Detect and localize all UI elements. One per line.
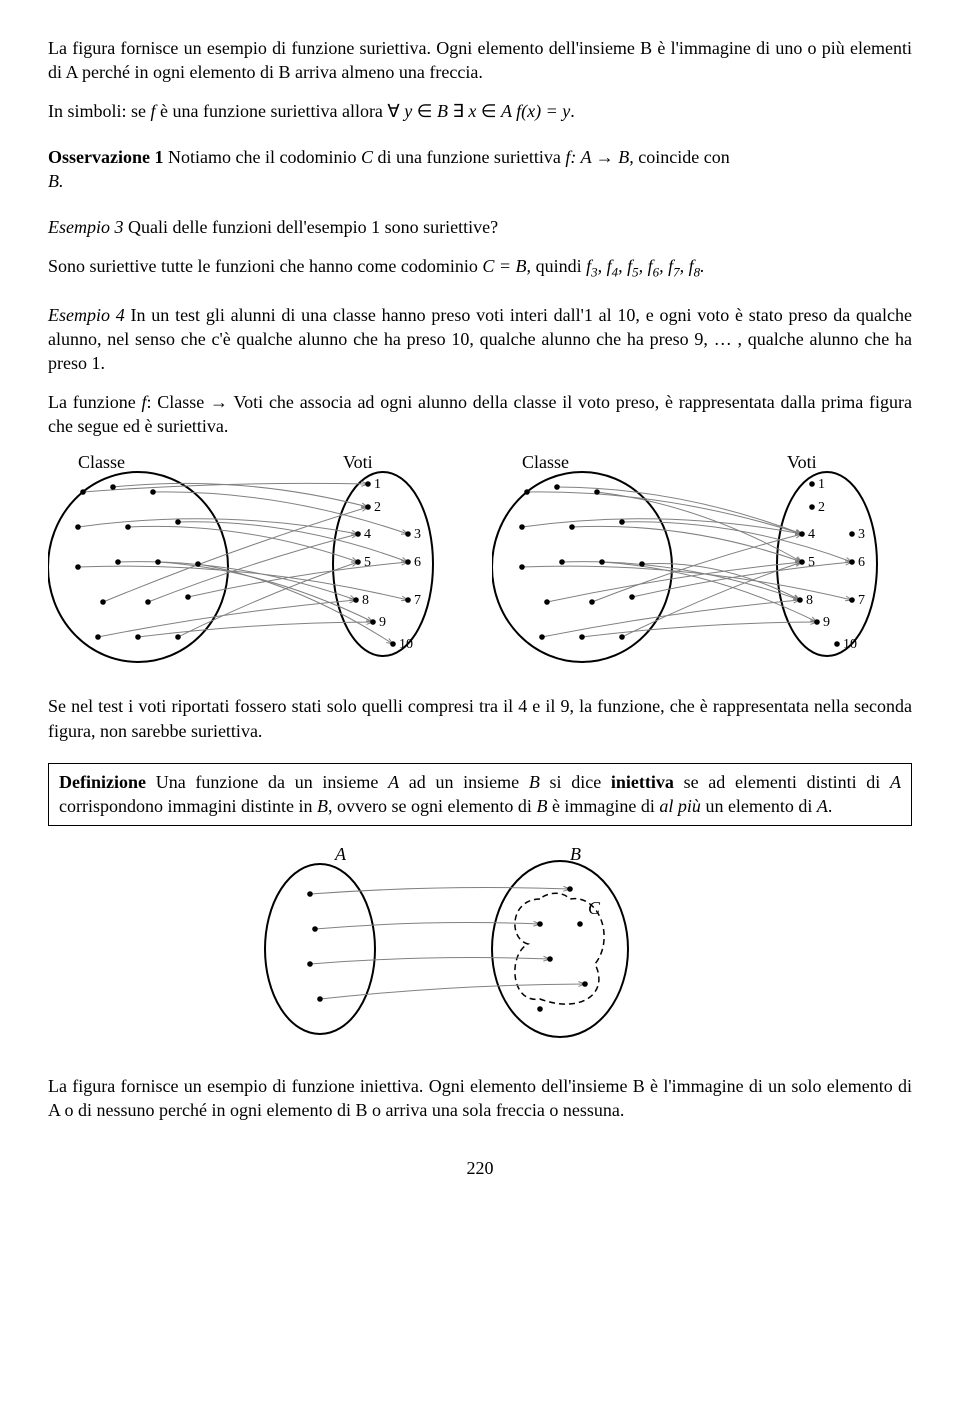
svg-text:Classe: Classe bbox=[78, 452, 125, 472]
var-A: A bbox=[817, 796, 828, 816]
text: se ad elementi distinti di bbox=[674, 772, 890, 792]
svg-text:6: 6 bbox=[414, 555, 421, 570]
svg-text:10: 10 bbox=[399, 637, 413, 652]
term-alpiu: al più bbox=[659, 796, 701, 816]
esempio-4-p2: La funzione f: Classe → Voti che associa… bbox=[48, 390, 912, 439]
figure-1: Classe Voti1 2 3 4 5 6 7 89 10 bbox=[48, 452, 468, 672]
text: Una funzione da un insieme bbox=[146, 772, 388, 792]
var-C: C bbox=[361, 147, 373, 167]
var-B: B bbox=[529, 772, 540, 792]
text: La funzione bbox=[48, 392, 142, 412]
text: coincide con bbox=[634, 147, 730, 167]
text: quindi bbox=[531, 256, 586, 276]
text: ad un insieme bbox=[399, 772, 529, 792]
text: . bbox=[828, 796, 833, 816]
svg-text:7: 7 bbox=[858, 593, 865, 608]
text: Sono suriettive tutte le funzioni che ha… bbox=[48, 256, 482, 276]
paragraph-last: La figura fornisce un esempio di funzion… bbox=[48, 1074, 912, 1123]
svg-text:5: 5 bbox=[808, 555, 815, 570]
svg-text:Voti: Voti bbox=[343, 452, 373, 472]
text: ∈ bbox=[412, 101, 437, 121]
diagram-injective: A B C bbox=[240, 844, 720, 1054]
svg-text:2: 2 bbox=[818, 500, 825, 515]
svg-text:2: 2 bbox=[374, 500, 381, 515]
figure-3-wrap: A B C bbox=[48, 844, 912, 1054]
definizione-box: Definizione Una funzione da un insieme A… bbox=[48, 763, 912, 826]
text: . bbox=[570, 101, 575, 121]
def-title: Definizione bbox=[59, 772, 146, 792]
paragraph-intro: La figura fornisce un esempio di funzion… bbox=[48, 36, 912, 85]
es3-title: Esempio 3 bbox=[48, 217, 124, 237]
svg-text:Classe: Classe bbox=[522, 452, 569, 472]
expr-fx: f(x) = y bbox=[512, 101, 571, 121]
svg-text:8: 8 bbox=[362, 593, 369, 608]
text: è una funzione suriettiva allora ∀ bbox=[156, 101, 405, 121]
paragraph-after-figs: Se nel test i voti riportati fossero sta… bbox=[48, 694, 912, 743]
svg-text:7: 7 bbox=[414, 593, 421, 608]
text: corrispondono immagini distinte in bbox=[59, 796, 317, 816]
svg-text:10: 10 bbox=[843, 637, 857, 652]
esempio-3-a: Sono suriettive tutte le funzioni che ha… bbox=[48, 254, 912, 281]
text: ∈ bbox=[476, 101, 501, 121]
esempio-3-q: Esempio 3 Quali delle funzioni dell'esem… bbox=[48, 215, 912, 239]
svg-text:4: 4 bbox=[364, 527, 371, 542]
paragraph-symbols: In simboli: se f è una funzione surietti… bbox=[48, 99, 912, 123]
text: , ovvero se ogni elemento di bbox=[328, 796, 536, 816]
svg-text:1: 1 bbox=[818, 477, 825, 492]
diagram-not-surjective: Classe Voti1 2 3 4 5 6 7 89 10 bbox=[492, 452, 912, 672]
text: di una funzione suriettiva bbox=[373, 147, 565, 167]
diagram-surjective: Classe Voti1 2 3 4 5 6 7 89 10 bbox=[48, 452, 468, 672]
svg-text:5: 5 bbox=[364, 555, 371, 570]
text: In un test gli alunni di una classe hann… bbox=[48, 305, 912, 374]
figure-row: ClasseVoti12345678910 ClasseVoti12345678… bbox=[48, 452, 912, 672]
svg-text:A: A bbox=[334, 844, 347, 864]
svg-text:3: 3 bbox=[414, 527, 421, 542]
var-B: B bbox=[437, 101, 448, 121]
svg-text:C: C bbox=[588, 898, 601, 918]
osservazione-1: Osservazione 1 Notiamo che il codominio … bbox=[48, 145, 912, 194]
text: In simboli: se bbox=[48, 101, 151, 121]
text: un elemento di bbox=[701, 796, 817, 816]
text: si dice bbox=[540, 772, 611, 792]
text: Notiamo che il codominio bbox=[163, 147, 360, 167]
svg-text:3: 3 bbox=[858, 527, 865, 542]
svg-text:4: 4 bbox=[808, 527, 815, 542]
es4-title: Esempio 4 bbox=[48, 305, 125, 325]
var-B: B bbox=[317, 796, 328, 816]
obs-title: Osservazione 1 bbox=[48, 147, 163, 167]
svg-text:8: 8 bbox=[806, 593, 813, 608]
text: : Classe → Voti che associa ad ogni alun… bbox=[48, 392, 912, 436]
var-A: A bbox=[388, 772, 399, 792]
expr-fAB: f: A → B, bbox=[565, 147, 633, 167]
esempio-4: Esempio 4 In un test gli alunni di una c… bbox=[48, 303, 912, 376]
var-A: A bbox=[501, 101, 512, 121]
svg-text:1: 1 bbox=[374, 477, 381, 492]
func-list: f3, f4, f5, f6, f7, f8. bbox=[586, 256, 705, 276]
expr-CB: C = B, bbox=[482, 256, 531, 276]
svg-text:Voti: Voti bbox=[787, 452, 817, 472]
figure-2: Classe Voti1 2 3 4 5 6 7 89 10 bbox=[492, 452, 912, 672]
svg-text:B: B bbox=[570, 844, 581, 864]
text: ∃ bbox=[448, 101, 468, 121]
text: è immagine di bbox=[547, 796, 659, 816]
text: Quali delle funzioni dell'esempio 1 sono… bbox=[124, 217, 499, 237]
term-iniettiva: iniettiva bbox=[611, 772, 674, 792]
svg-text:6: 6 bbox=[858, 555, 865, 570]
var-A: A bbox=[890, 772, 901, 792]
var-B: B. bbox=[48, 171, 64, 191]
svg-text:9: 9 bbox=[379, 615, 386, 630]
svg-text:9: 9 bbox=[823, 615, 830, 630]
page-number: 220 bbox=[48, 1156, 912, 1180]
var-B: B bbox=[536, 796, 547, 816]
